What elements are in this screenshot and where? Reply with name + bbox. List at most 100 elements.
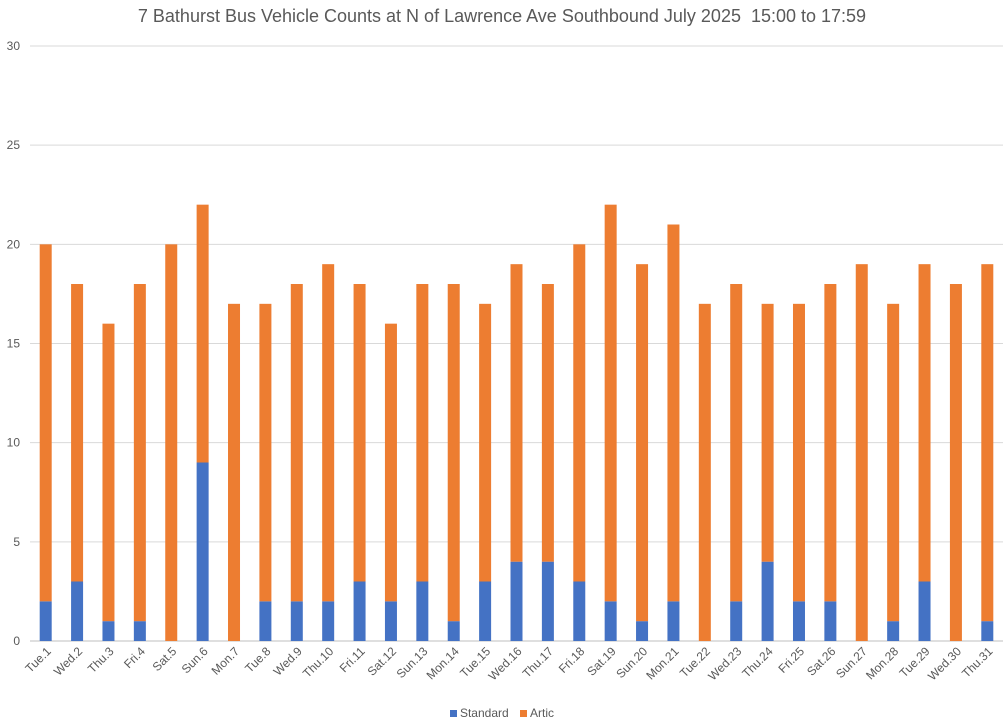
x-tick-label: Sat.5 (150, 644, 180, 674)
bar-standard-Sat.26 (824, 601, 837, 641)
bar-artic-Sun.6 (196, 204, 209, 463)
bar-artic-Sat.26 (824, 284, 837, 602)
x-tick-label: Fri.25 (776, 644, 808, 676)
bar-artic-Sun.27 (855, 264, 868, 641)
bar-artic-Thu.17 (541, 284, 554, 562)
legend-label-artic: Artic (530, 706, 555, 720)
bar-artic-Tue.15 (479, 303, 492, 582)
x-tick-label: Mon.28 (863, 644, 901, 682)
bar-artic-Sat.19 (604, 204, 617, 602)
bars (39, 204, 994, 642)
x-tick-label: Sun.6 (179, 644, 211, 676)
x-tick-label: Fri.11 (337, 644, 368, 675)
bar-artic-Sun.20 (636, 264, 649, 622)
x-tick-label: Tue.8 (242, 644, 274, 676)
bar-standard-Tue.29 (918, 581, 931, 641)
bar-artic-Sat.12 (384, 323, 397, 602)
bar-standard-Fri.4 (133, 621, 146, 641)
x-tick-label: Tue.1 (23, 644, 55, 676)
x-tick-label: Mon.7 (209, 644, 243, 678)
y-tick-label: 5 (13, 535, 20, 549)
bar-artic-Thu.31 (981, 264, 994, 622)
bar-artic-Mon.28 (887, 303, 900, 622)
bar-artic-Fri.18 (573, 244, 586, 582)
bar-standard-Thu.3 (102, 621, 115, 641)
y-axis-ticks: 0 5 10 15 20 25 30 (7, 39, 21, 648)
bar-artic-Fri.4 (133, 284, 146, 622)
y-tick-label: 15 (7, 337, 21, 351)
x-tick-label: Thu.10 (300, 644, 337, 681)
bar-artic-Mon.21 (667, 224, 680, 602)
x-tick-label: Thu.24 (739, 644, 776, 681)
bar-standard-Wed.9 (290, 601, 303, 641)
bar-artic-Mon.14 (447, 284, 460, 622)
bar-standard-Sun.6 (196, 462, 209, 641)
legend-item-standard: Standard (449, 706, 509, 720)
x-tick-label: Mon.21 (643, 644, 681, 682)
x-tick-label: Sat.19 (584, 644, 619, 679)
x-tick-label: Thu.31 (959, 644, 996, 681)
y-tick-label: 0 (13, 634, 20, 648)
y-tick-label: 10 (7, 436, 21, 450)
bar-artic-Tue.8 (259, 303, 272, 602)
bar-standard-Tue.1 (39, 601, 52, 641)
bar-artic-Sat.5 (165, 244, 178, 642)
bar-standard-Fri.18 (573, 581, 586, 641)
bar-artic-Wed.9 (290, 284, 303, 602)
bar-artic-Wed.30 (949, 284, 962, 641)
x-tick-label: Thu.17 (520, 644, 557, 681)
y-tick-label: 20 (7, 237, 21, 251)
legend-swatch-standard (449, 710, 457, 718)
bar-standard-Mon.21 (667, 601, 680, 641)
bar-standard-Fri.25 (792, 601, 805, 641)
bar-artic-Tue.29 (918, 264, 931, 582)
bar-standard-Wed.23 (730, 601, 743, 641)
bar-standard-Sun.13 (416, 581, 429, 641)
x-tick-label: Sun.13 (394, 644, 431, 681)
x-tick-label: Fri.4 (121, 644, 148, 671)
bar-standard-Sat.19 (604, 601, 617, 641)
bar-standard-Fri.11 (353, 581, 366, 641)
bar-artic-Mon.7 (228, 303, 241, 641)
bar-artic-Sun.13 (416, 284, 429, 582)
bar-artic-Fri.25 (792, 303, 805, 602)
legend-swatch-artic (520, 710, 528, 718)
bar-standard-Sun.20 (636, 621, 649, 641)
x-tick-label: Sun.20 (613, 644, 650, 681)
bar-artic-Wed.23 (730, 284, 743, 602)
bar-standard-Mon.28 (887, 621, 900, 641)
bar-standard-Thu.31 (981, 621, 994, 641)
bar-standard-Sat.12 (384, 601, 397, 641)
x-tick-label: Wed.16 (486, 644, 525, 683)
x-tick-label: Sat.26 (804, 644, 839, 679)
bar-standard-Tue.15 (479, 581, 492, 641)
bar-artic-Thu.3 (102, 323, 115, 622)
bar-artic-Wed.16 (510, 264, 523, 562)
y-tick-label: 30 (7, 39, 21, 53)
x-tick-label: Sat.12 (365, 644, 400, 679)
bar-artic-Thu.10 (322, 264, 335, 602)
bar-standard-Thu.17 (541, 561, 554, 641)
chart-title: 7 Bathurst Bus Vehicle Counts at N of La… (137, 6, 867, 26)
x-tick-label: Sun.27 (833, 644, 870, 681)
bar-standard-Wed.2 (71, 581, 84, 641)
x-tick-label: Fri.18 (556, 644, 588, 676)
bar-artic-Wed.2 (71, 284, 84, 582)
bar-artic-Tue.22 (698, 303, 711, 641)
x-tick-label: Mon.14 (424, 644, 462, 682)
x-tick-label: Wed.2 (51, 644, 86, 679)
bar-standard-Wed.16 (510, 561, 523, 641)
bar-artic-Tue.1 (39, 244, 52, 602)
y-tick-label: 25 (7, 138, 21, 152)
legend-item-artic: Artic (520, 706, 554, 720)
bar-standard-Thu.24 (761, 561, 774, 641)
legend-label-standard: Standard (459, 706, 509, 720)
bar-artic-Fri.11 (353, 284, 366, 582)
bar-standard-Thu.10 (322, 601, 335, 641)
x-tick-label: Wed.30 (925, 644, 964, 683)
bar-artic-Thu.24 (761, 303, 774, 562)
bar-standard-Mon.14 (447, 621, 460, 641)
bar-standard-Tue.8 (259, 601, 272, 641)
